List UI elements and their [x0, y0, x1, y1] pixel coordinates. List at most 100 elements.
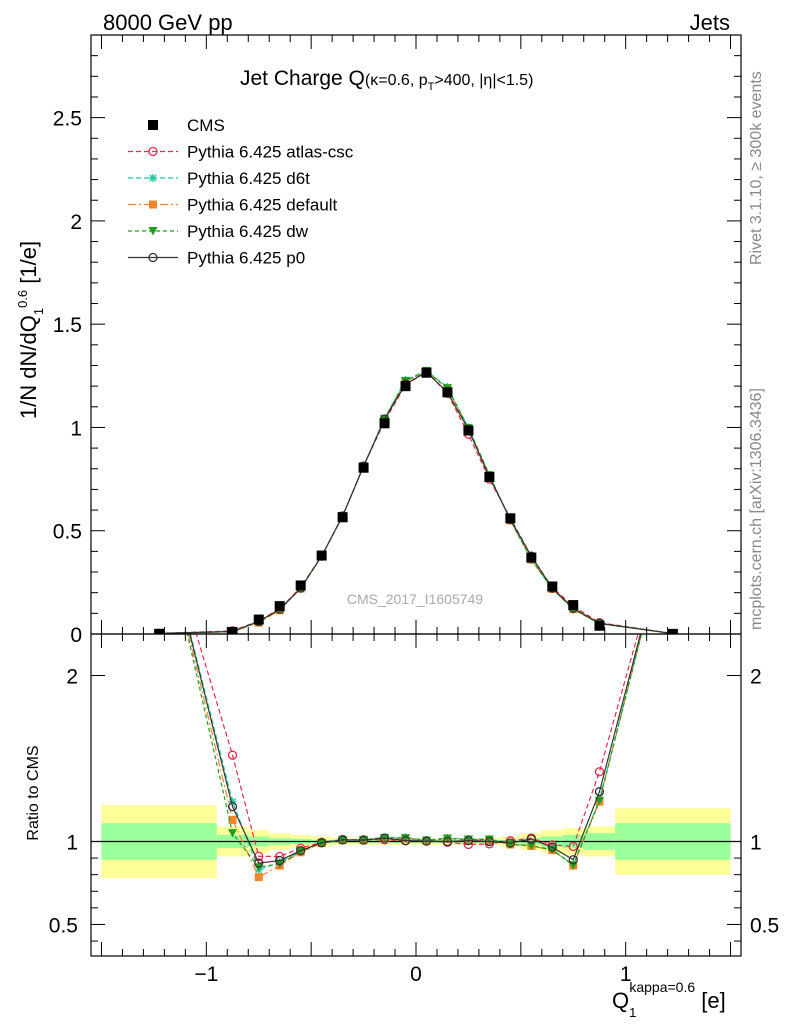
rivet-version-label: Rivet 3.1.10, ≥ 300k events: [748, 71, 765, 265]
title-sub-rest: >400, |η|<1.5): [434, 72, 533, 89]
x-tick-label: 0: [410, 963, 422, 986]
ratio-y-tick-label-right: 0.5: [750, 914, 779, 937]
ratio-point-atlas_csc: [594, 767, 605, 777]
y-tick-label: 1.5: [53, 314, 82, 337]
main-plot-area: [154, 366, 678, 634]
ratio-point-p0: [337, 835, 348, 845]
ratio-y-ticks: 0.5 0.5 1 1 2 2: [49, 665, 779, 942]
ratio-point-p0: [463, 835, 474, 846]
ylabel-main: 1/N dN/dQ: [16, 315, 41, 419]
x-tick-label: −1: [194, 963, 218, 986]
ratio-point-atlas_csc: [254, 851, 264, 862]
ratio-point-p0: [254, 858, 264, 868]
main-y-axis-label: 1/N dN/dQ10.6 [1/e]: [15, 241, 46, 419]
ratio-point-p0: [547, 842, 557, 852]
data-point-cms: [227, 626, 238, 634]
data-point-cms: [667, 628, 678, 634]
y-tick-label: 2: [70, 211, 82, 234]
ylabel-unit: [1/e]: [16, 241, 41, 290]
legend-label-cms: CMS: [187, 116, 225, 135]
data-point-cms: [154, 628, 165, 634]
legend-marker-atlas_csc: [148, 146, 158, 157]
analysis-watermark: CMS_2017_I1605749: [347, 591, 483, 607]
ratio-y-tick-label-right: 2: [750, 665, 762, 688]
ratio-point-dw: [442, 834, 452, 843]
data-point-cms: [484, 472, 495, 483]
title-sub-T: T: [428, 81, 435, 93]
data-point-cms: [337, 512, 348, 523]
legend-label-p0: Pythia 6.425 p0: [187, 249, 305, 268]
x-tick-label: 1: [620, 963, 632, 986]
ratio-point-p0: [442, 836, 453, 847]
process-label: Jets: [690, 10, 730, 35]
xlabel-main: Q: [612, 988, 629, 1013]
title-sub: (κ=0.6, p: [365, 72, 428, 89]
ratio-point-default: [254, 873, 263, 882]
ratio-point-dw: [526, 841, 536, 851]
legend-marker-d6t-d2: [149, 174, 157, 182]
ratio-point-dw: [228, 829, 238, 838]
ratio-point-p0: [594, 787, 605, 797]
xlabel-unit: [e]: [695, 988, 726, 1013]
data-point-cms: [505, 513, 516, 524]
ylabel-sub: 1: [31, 308, 46, 315]
ratio-y-tick-label: 0.5: [49, 914, 78, 937]
data-point-cms: [253, 614, 264, 625]
y-tick-label: 0: [70, 624, 82, 647]
legend-label-default: Pythia 6.425 default: [187, 196, 338, 215]
data-point-cms: [274, 601, 285, 612]
legend-label-d6t: Pythia 6.425 d6t: [187, 169, 310, 188]
data-point-cms: [421, 367, 432, 378]
ratio-point-p0: [358, 835, 369, 845]
ratio-point-p0: [421, 836, 432, 846]
data-point-cms: [400, 381, 411, 392]
ratio-panel: 0.5 0.5 1 1 2 2 Ratio to CMS: [25, 633, 779, 957]
mcplots-label: mcplots.cern.ch [arXiv:1306.3436]: [748, 388, 765, 630]
xlabel-sup: kappa=0.6: [629, 979, 695, 995]
ratio-line-default: [187, 634, 643, 878]
ratio-point-p0: [526, 834, 536, 844]
ratio-y-axis-label: Ratio to CMS: [25, 745, 42, 840]
legend-marker-cms: [148, 120, 158, 130]
ratio-point-p0: [296, 845, 306, 856]
data-point-cms: [295, 580, 306, 591]
main-panel: 0 0.5 1 1.5 2 2.5 Jet Charge Q(κ=0.6, pT>400,…: [15, 34, 742, 647]
legend-marker-p0: [148, 252, 158, 263]
ratio-point-dw: [401, 834, 411, 843]
ratio-point-p0: [505, 838, 516, 848]
data-point-cms: [547, 581, 558, 592]
data-point-cms: [358, 462, 369, 473]
ratio-point-atlas_csc: [227, 750, 238, 760]
data-point-cms: [568, 600, 579, 611]
ratio-point-atlas_csc: [568, 841, 578, 852]
ratio-point-p0: [400, 835, 411, 846]
y-tick-label: 1: [70, 417, 82, 440]
ratio-y-tick-label: 2: [66, 665, 78, 688]
ratio-point-default: [228, 815, 237, 824]
data-point-cms: [442, 387, 453, 398]
ratio-point-p0: [379, 833, 390, 843]
data-point-cms: [463, 425, 474, 436]
data-point-cms: [526, 552, 537, 563]
legend-label-atlas_csc: Pythia 6.425 atlas-csc: [187, 143, 354, 162]
legend-marker-d6t: [149, 174, 157, 182]
ratio-plot-area: [91, 634, 741, 882]
legend-marker-default: [149, 200, 157, 209]
x-tick-labels: −1 0 1: [194, 963, 631, 986]
y-tick-label: 0.5: [53, 521, 82, 544]
y-tick-label: 2.5: [53, 108, 82, 131]
ratio-point-p0: [316, 838, 327, 848]
main-x-ticks: [100, 35, 732, 634]
xlabel-sub: 1: [629, 1005, 636, 1020]
ratio-point-p0: [275, 855, 285, 866]
plot-title: Jet Charge Q(κ=0.6, pT>400, |η|<1.5): [240, 67, 533, 93]
ratio-point-p0: [227, 801, 238, 812]
ylabel-sup: 0.6: [15, 290, 30, 308]
ratio-point-p0: [484, 836, 495, 847]
data-point-cms: [379, 418, 390, 429]
ratio-x-ticks: [100, 634, 732, 956]
ratio-y-tick-label-right: 1: [750, 831, 762, 854]
legend: CMS Pythia 6.425 atlas-csc Pythia 6.425 d6…: [128, 116, 354, 268]
legend-label-dw: Pythia 6.425 dw: [187, 222, 309, 241]
